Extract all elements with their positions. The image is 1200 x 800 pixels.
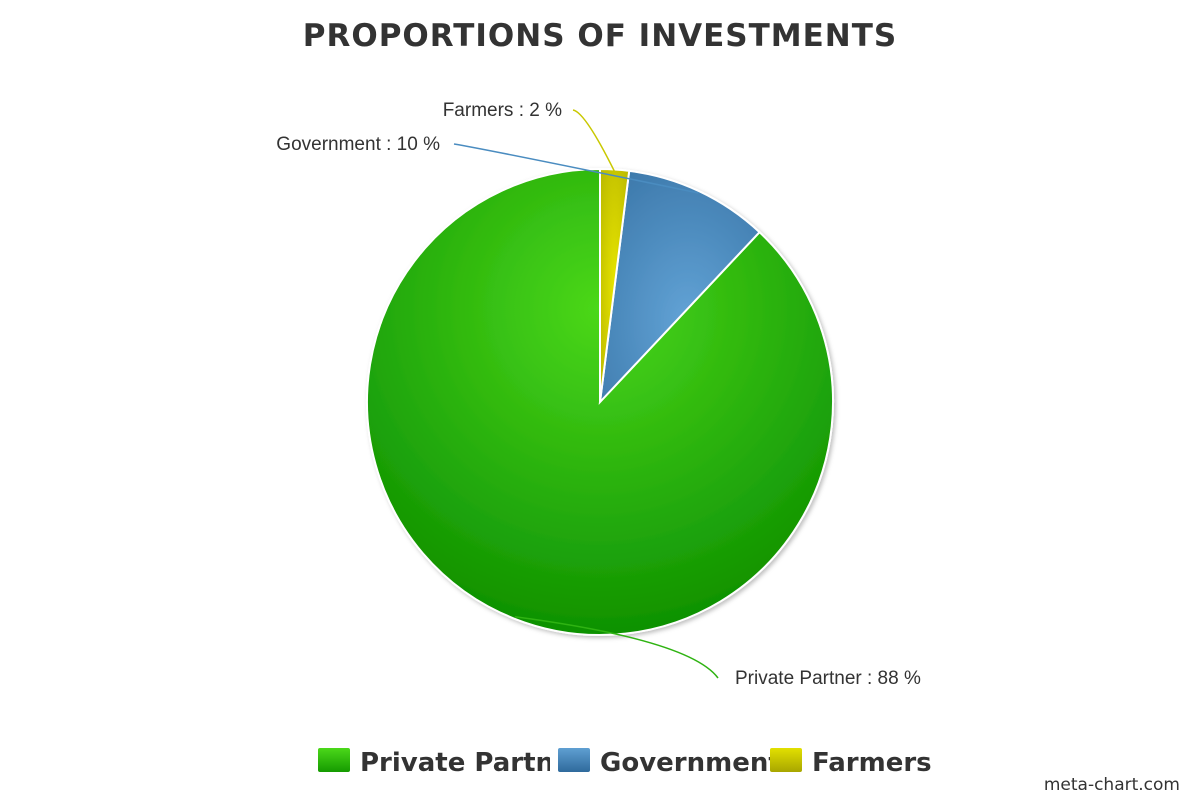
- slice-label-government: Government : 10 %: [276, 134, 440, 155]
- legend[interactable]: Private Partner Government Farmers: [318, 748, 932, 778]
- pie-slice-farmers[interactable]: [599, 167, 631, 403]
- slice-label-farmers: Farmers : 2 %: [443, 100, 562, 121]
- legend-item-private-partner[interactable]: Private Partner: [318, 748, 585, 778]
- connector-farmers: [572, 109, 616, 172]
- pie: [366, 167, 834, 636]
- slice-connectors: [453, 109, 719, 679]
- legend-swatch-private-partner: [318, 748, 350, 772]
- legend-swatch-farmers: [770, 748, 802, 772]
- legend-label-private-partner: Private Partner: [360, 748, 585, 778]
- pie-slice-government[interactable]: [598, 169, 761, 405]
- legend-item-government[interactable]: Government: [558, 748, 781, 778]
- connector-government: [453, 143, 699, 194]
- legend-item-farmers[interactable]: Farmers: [770, 748, 932, 778]
- slice-label-private-partner: Private Partner : 88 %: [735, 668, 921, 689]
- legend-swatch-government: [558, 748, 590, 772]
- connector-private-partner: [514, 616, 719, 679]
- legend-label-farmers: Farmers: [812, 748, 932, 778]
- credit-text[interactable]: meta-chart.com: [1044, 775, 1180, 795]
- legend-label-government: Government: [600, 748, 781, 778]
- slice-labels: Private Partner : 88 % Government : 10 %F…: [276, 100, 921, 689]
- chart-title: PROPORTIONS OF INVESTMENTS: [303, 18, 897, 54]
